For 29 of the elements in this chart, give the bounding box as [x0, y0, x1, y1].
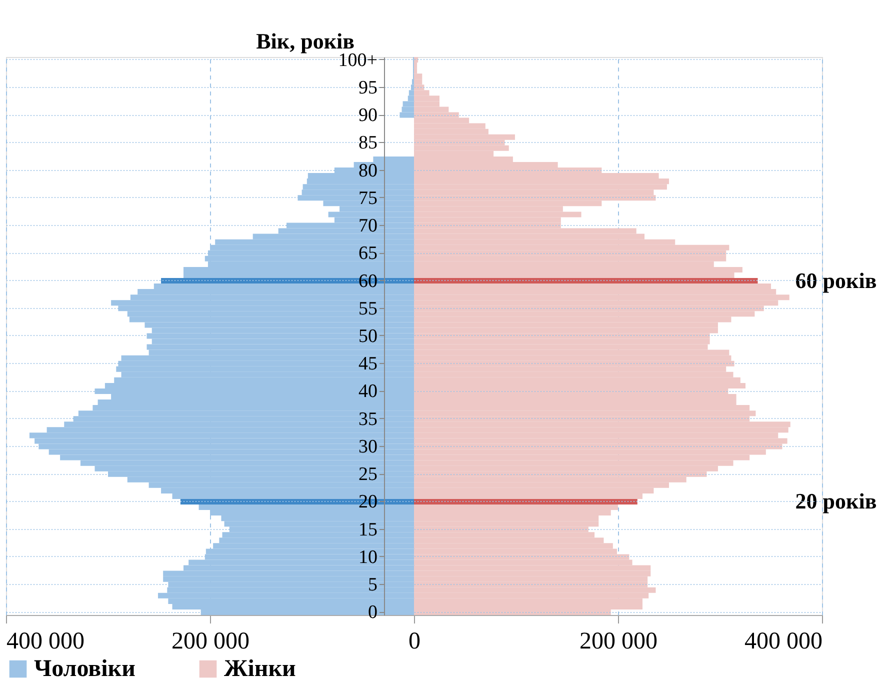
y-tick-label: 30: [358, 436, 378, 458]
y-tick-label: 90: [358, 105, 378, 126]
y-tick-label: 10: [358, 546, 378, 568]
y-tick-label: 60: [358, 270, 378, 292]
x-tick-label: 200 000: [580, 628, 658, 654]
y-tick-label: 40: [358, 381, 378, 402]
y-tick-label: 45: [358, 354, 378, 375]
y-tick-label: 70: [358, 216, 378, 237]
legend-label: Чоловіки: [34, 656, 136, 682]
y-tick-label: 95: [358, 77, 378, 98]
y-tick-label: 0: [368, 602, 378, 624]
x-tick-label: 200 000: [172, 628, 250, 654]
y-tick-label: 50: [358, 326, 378, 347]
x-tick-label: 400 000: [6, 628, 84, 654]
legend-label: Жінки: [224, 656, 296, 682]
annotation: 60 років: [795, 268, 877, 293]
x-tick-label: 0: [408, 628, 420, 654]
y-tick-label: 35: [358, 408, 378, 430]
y-tick-label: 65: [358, 243, 378, 264]
y-tick-label: 75: [358, 188, 378, 209]
y-tick-label: 80: [358, 160, 378, 182]
x-tick-label: 400 000: [744, 628, 822, 654]
y-tick-label: 25: [358, 464, 378, 486]
y-tick-label: 15: [358, 519, 378, 540]
annotation: 20 років: [795, 488, 877, 514]
y-tick-label: 20: [358, 492, 378, 513]
y-tick-label: 55: [358, 298, 378, 320]
y-tick-label: 5: [368, 574, 378, 596]
y-tick-label: 85: [358, 132, 378, 154]
